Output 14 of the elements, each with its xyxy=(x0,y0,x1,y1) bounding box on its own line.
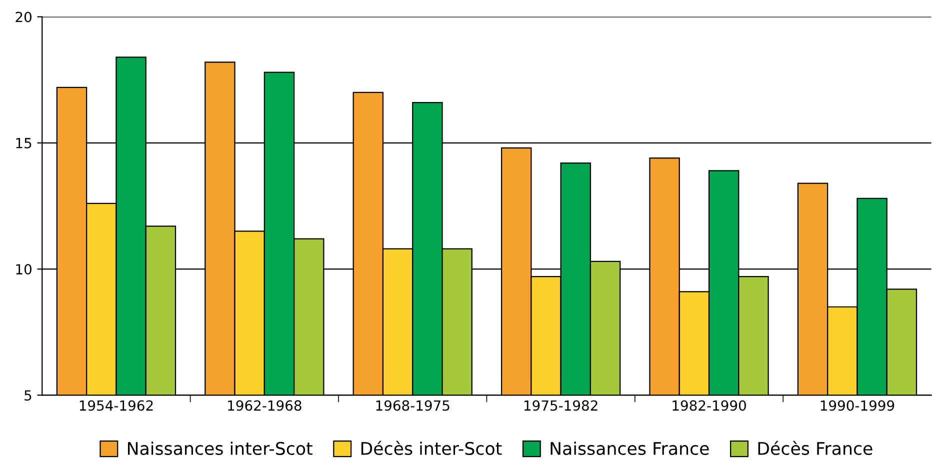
x-tick-label: 1990-1999 xyxy=(820,400,894,411)
legend-label: Naissances France xyxy=(550,442,709,456)
y-tick-label: 20 xyxy=(16,12,32,22)
legend-label: Naissances inter-Scot xyxy=(128,442,312,456)
y-tick-label: 15 xyxy=(16,138,32,148)
x-tick-label: 1954-1962 xyxy=(80,400,153,411)
x-tick-label: 1982-1990 xyxy=(672,400,746,411)
x-tick-label: 1962-1968 xyxy=(228,400,302,411)
x-tick-label: 1975-1982 xyxy=(524,400,598,411)
legend-label: Décès France xyxy=(758,440,872,456)
legend-label: Décès inter-Scot xyxy=(361,440,502,456)
y-tick-label: 5 xyxy=(24,390,32,401)
x-tick-label: 1968-1975 xyxy=(376,400,450,411)
y-tick-label: 10 xyxy=(16,264,32,275)
